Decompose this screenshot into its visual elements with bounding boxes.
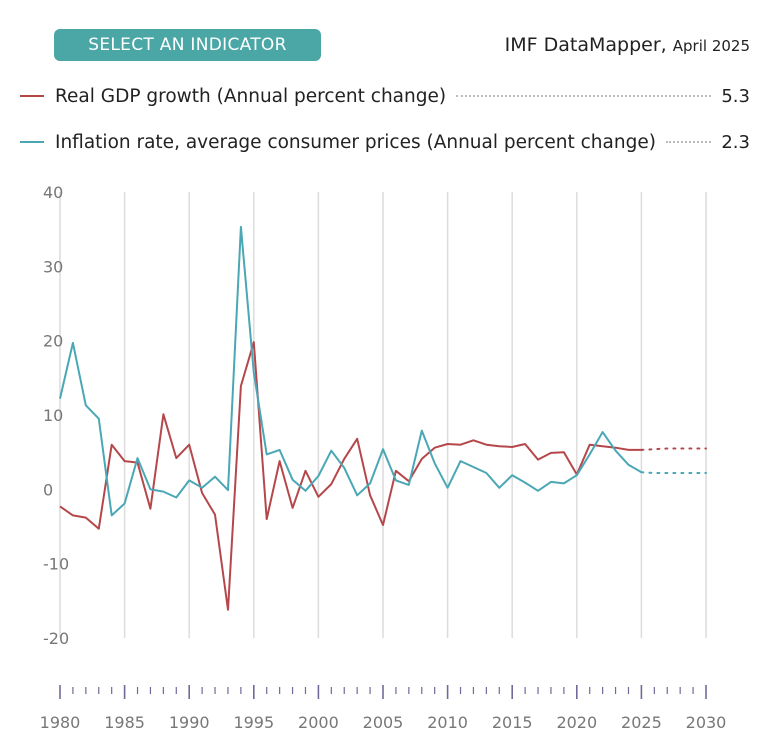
edition-date: April 2025 (672, 37, 750, 55)
legend-label-inflation: Inflation rate, average consumer prices … (55, 131, 656, 153)
x-tick-label-1995: 1995 (233, 713, 274, 732)
legend-leader-dots (665, 141, 712, 143)
legend-value-gdp: 5.3 (721, 85, 750, 107)
y-tick-label-0: 0 (43, 480, 53, 499)
y-tick-label-20: 20 (43, 332, 63, 351)
legend-item-inflation[interactable]: Inflation rate, average consumer prices … (20, 129, 750, 155)
y-tick-label--10: -10 (43, 555, 69, 574)
y-tick-label--20: -20 (43, 629, 69, 648)
legend-label-gdp: Real GDP growth (Annual percent change) (55, 85, 447, 107)
x-tick-label-1990: 1990 (169, 713, 210, 732)
x-tick-label-2025: 2025 (621, 713, 662, 732)
brand-name: IMF DataMapper (504, 34, 661, 56)
y-tick-label-40: 40 (43, 183, 63, 202)
legend-swatch-inflation (20, 141, 44, 143)
legend-leader-dots (456, 95, 712, 97)
x-tick-label-2010: 2010 (427, 713, 468, 732)
series-projection-inflation (640, 471, 707, 474)
legend-swatch-gdp (20, 95, 44, 97)
series-projection-gdp (640, 447, 707, 451)
y-tick-label-10: 10 (43, 406, 63, 425)
select-indicator-button[interactable]: SELECT AN INDICATOR (54, 29, 321, 61)
legend-value-inflation: 2.3 (721, 131, 750, 153)
x-tick-label-2020: 2020 (556, 713, 597, 732)
x-tick-label-1980: 1980 (40, 713, 81, 732)
x-tick-label-2005: 2005 (363, 713, 404, 732)
y-tick-label-30: 30 (43, 257, 63, 276)
x-tick-label-1985: 1985 (104, 713, 145, 732)
series-line-gdp (59, 341, 642, 611)
brand-title: IMF DataMapper, April 2025 (504, 34, 750, 56)
x-tick-label-2030: 2030 (686, 713, 727, 732)
series-line-inflation (59, 225, 642, 517)
x-tick-label-2000: 2000 (298, 713, 339, 732)
x-tick-label-2015: 2015 (492, 713, 533, 732)
legend-item-gdp[interactable]: Real GDP growth (Annual percent change) … (20, 83, 750, 109)
